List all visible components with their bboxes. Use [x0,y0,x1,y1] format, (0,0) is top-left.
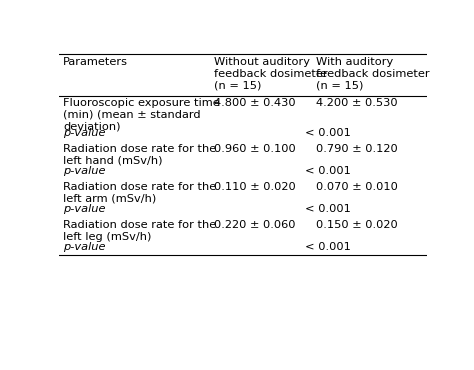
Text: < 0.001: < 0.001 [305,128,351,138]
Text: < 0.001: < 0.001 [305,166,351,176]
Text: 0.110 ± 0.020: 0.110 ± 0.020 [213,182,295,192]
Text: < 0.001: < 0.001 [305,242,351,252]
Text: Fluoroscopic exposure time
(min) (mean ± standard
deviation): Fluoroscopic exposure time (min) (mean ±… [63,98,219,131]
Text: p-value: p-value [63,242,105,252]
Text: With auditory
feedback dosimeter
(n = 15): With auditory feedback dosimeter (n = 15… [316,57,430,90]
Text: 0.960 ± 0.100: 0.960 ± 0.100 [213,144,295,154]
Text: 4.200 ± 0.530: 4.200 ± 0.530 [316,98,398,108]
Text: Radiation dose rate for the
left arm (mSv/h): Radiation dose rate for the left arm (mS… [63,182,216,204]
Text: p-value: p-value [63,128,105,138]
Text: 0.790 ± 0.120: 0.790 ± 0.120 [316,144,398,154]
Text: 0.070 ± 0.010: 0.070 ± 0.010 [316,182,398,192]
Text: p-value: p-value [63,204,105,213]
Text: Without auditory
feedback dosimeter
(n = 15): Without auditory feedback dosimeter (n =… [213,57,327,90]
Text: Parameters: Parameters [63,57,128,67]
Text: 0.150 ± 0.020: 0.150 ± 0.020 [316,220,398,230]
Text: Radiation dose rate for the
left leg (mSv/h): Radiation dose rate for the left leg (mS… [63,220,216,242]
Text: 4.800 ± 0.430: 4.800 ± 0.430 [213,98,295,108]
Text: < 0.001: < 0.001 [305,204,351,213]
Text: p-value: p-value [63,166,105,176]
Text: 0.220 ± 0.060: 0.220 ± 0.060 [213,220,295,230]
Text: Radiation dose rate for the
left hand (mSv/h): Radiation dose rate for the left hand (m… [63,144,216,166]
